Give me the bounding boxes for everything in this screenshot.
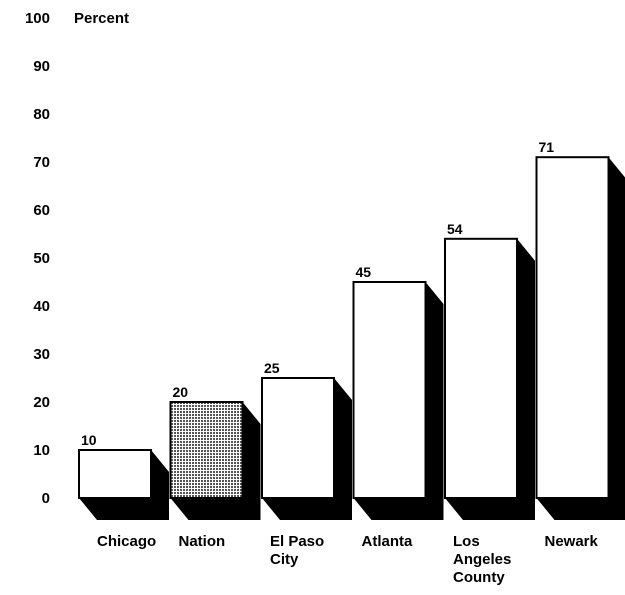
y-tick-label: 60 [33,202,50,219]
y-tick-label: 50 [33,250,50,267]
category-label-line: Los [453,533,480,550]
category-label: Los Angeles County [453,533,511,586]
bar-value-label: 54 [447,221,463,237]
y-tick-label: 20 [33,394,50,411]
bar-value-label: 71 [539,139,555,155]
y-tick-label: 100 [25,10,50,27]
category-label: Atlanta [362,533,413,550]
y-tick-label: 10 [33,442,50,459]
bar-group: 45 [352,264,444,520]
bar [535,156,610,499]
bar [78,449,152,499]
bar [352,281,427,499]
bar [444,237,518,500]
y-tick-label: 90 [33,58,50,75]
bar-value-label: 45 [356,264,372,280]
category-label-line: Atlanta [362,533,413,550]
category-label-line: Nation [179,533,226,550]
bars: 10 20 25 45 54 71 [78,139,625,521]
y-tick-label: 40 [33,298,50,315]
bar-group: 10 [78,432,169,520]
y-tick-label: 30 [33,346,50,363]
category-label: Nation [179,533,226,550]
category-label-line: Newark [545,533,599,550]
y-tick-label: 70 [33,154,50,171]
category-labels: Chicago Nation El Paso City Atlanta Los Angele… [97,533,599,586]
bar [169,401,244,499]
y-tick-label: 80 [33,106,50,123]
bar-group: 54 [444,221,535,521]
category-label-line: El Paso [270,533,324,550]
y-axis-label: Percent [74,10,129,27]
category-label: Chicago [97,533,156,550]
bar-group: 20 [169,384,261,520]
y-axis: 0 10 20 30 40 50 60 70 80 90 100 [25,10,50,507]
category-label-line: City [270,551,299,568]
bar [261,377,335,499]
category-label-line: Chicago [97,533,156,550]
category-label-line: County [453,569,505,586]
bar-value-label: 25 [264,360,280,376]
category-label: El Paso City [270,533,324,568]
bar-group: 71 [535,139,625,520]
y-tick-label: 0 [42,490,50,507]
bar-group: 25 [261,360,352,520]
bar-value-label: 10 [81,432,97,448]
category-label-line: Angeles [453,551,511,568]
bar-value-label: 20 [173,384,189,400]
category-label: Newark [545,533,599,550]
